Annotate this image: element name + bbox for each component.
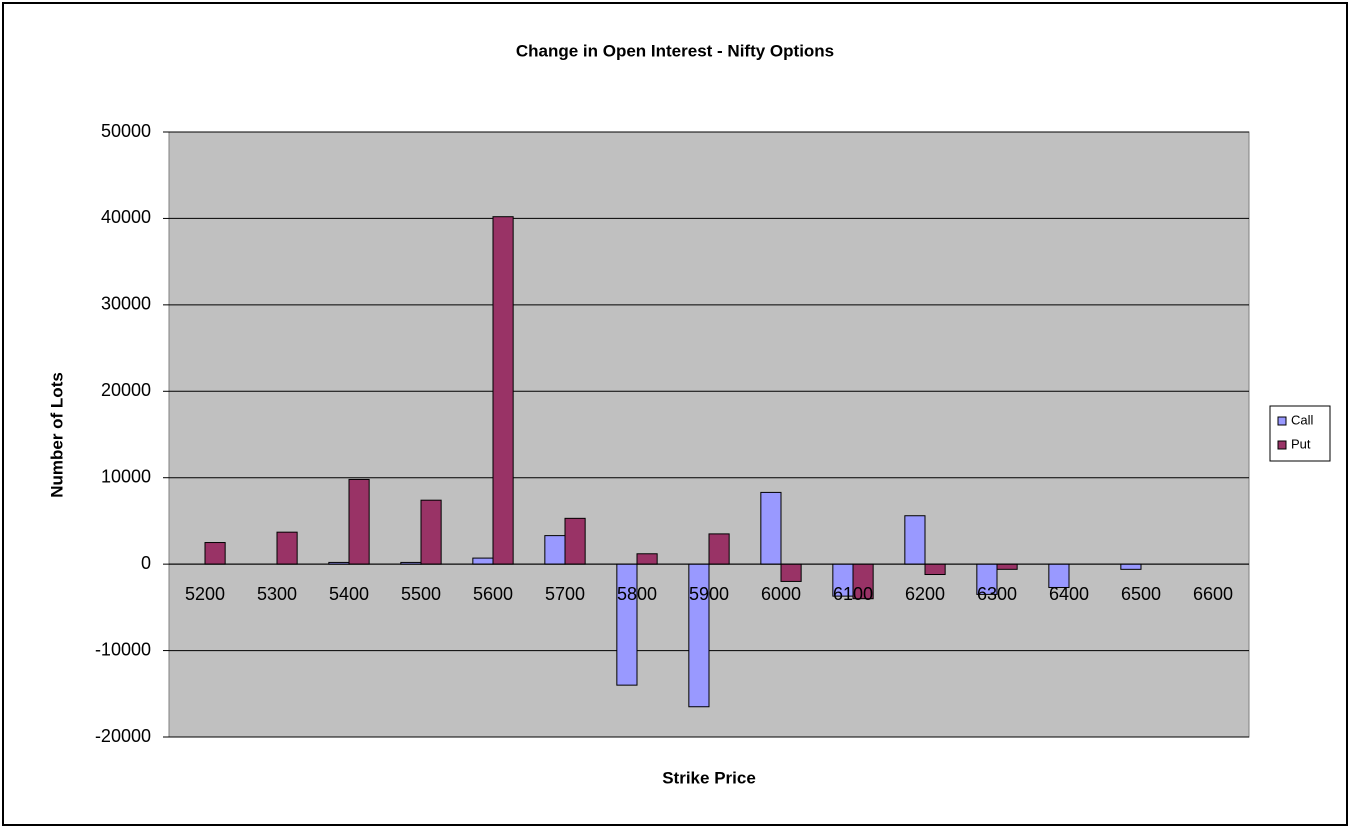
y-tick-label: 50000 <box>101 121 151 141</box>
y-tick-label: 40000 <box>101 207 151 227</box>
bar <box>636 553 658 565</box>
bar <box>708 533 730 565</box>
legend-label: Call <box>1291 412 1314 427</box>
bar <box>1120 563 1142 570</box>
bar <box>544 535 566 565</box>
bar <box>276 531 298 565</box>
bar <box>204 542 226 565</box>
bar <box>492 216 514 565</box>
legend-swatch <box>1277 440 1287 450</box>
x-tick-label: 5700 <box>545 584 585 604</box>
x-tick-label: 5200 <box>185 584 225 604</box>
x-tick-label: 6200 <box>905 584 945 604</box>
legend-swatch <box>1277 416 1287 426</box>
y-tick-label: 10000 <box>101 466 151 486</box>
bar <box>780 563 802 582</box>
legend-box <box>1269 405 1331 462</box>
bar <box>616 563 638 686</box>
legend-label: Put <box>1291 436 1311 451</box>
y-tick-label: -10000 <box>95 639 151 659</box>
y-tick-label: -20000 <box>95 726 151 746</box>
x-tick-label: 6300 <box>977 584 1017 604</box>
x-tick-label: 5300 <box>257 584 297 604</box>
x-tick-label: 6400 <box>1049 584 1089 604</box>
x-axis-label: Strike Price <box>662 768 756 787</box>
bar <box>420 499 442 565</box>
x-tick-label: 6100 <box>833 584 873 604</box>
x-tick-label: 6500 <box>1121 584 1161 604</box>
y-axis-label: Number of Lots <box>47 372 66 498</box>
x-tick-label: 5500 <box>401 584 441 604</box>
y-tick-label: 20000 <box>101 380 151 400</box>
bar <box>760 491 782 565</box>
x-tick-label: 5800 <box>617 584 657 604</box>
x-tick-label: 5600 <box>473 584 513 604</box>
x-tick-label: 6000 <box>761 584 801 604</box>
chart-title: Change in Open Interest - Nifty Options <box>516 41 834 60</box>
bar <box>996 563 1018 570</box>
bar <box>472 557 494 565</box>
x-tick-label: 6600 <box>1193 584 1233 604</box>
y-tick-label: 0 <box>141 553 151 573</box>
bar <box>924 563 946 576</box>
x-tick-label: 5900 <box>689 584 729 604</box>
bar <box>348 478 370 565</box>
bar <box>564 517 586 565</box>
x-tick-label: 5400 <box>329 584 369 604</box>
bar <box>904 515 926 565</box>
y-tick-label: 30000 <box>101 294 151 314</box>
